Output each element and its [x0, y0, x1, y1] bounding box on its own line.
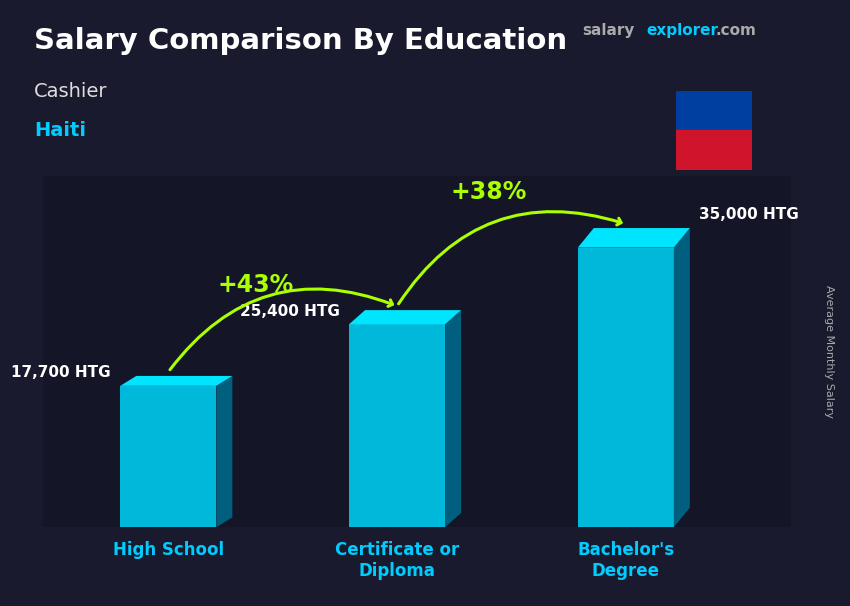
Text: 25,400 HTG: 25,400 HTG: [240, 304, 340, 319]
Text: +38%: +38%: [450, 180, 527, 204]
Bar: [676, 130, 752, 170]
Text: Salary Comparison By Education: Salary Comparison By Education: [34, 27, 567, 55]
Polygon shape: [674, 228, 690, 527]
Text: salary: salary: [582, 23, 635, 38]
Polygon shape: [217, 376, 232, 527]
Text: explorer: explorer: [646, 23, 718, 38]
Text: +43%: +43%: [217, 273, 293, 296]
Polygon shape: [578, 228, 690, 248]
Text: Cashier: Cashier: [34, 82, 107, 101]
Text: 17,700 HTG: 17,700 HTG: [12, 365, 111, 380]
Bar: [578, 248, 674, 527]
Bar: [349, 324, 445, 527]
Polygon shape: [349, 310, 461, 324]
Bar: [120, 386, 217, 527]
Polygon shape: [445, 310, 461, 527]
Bar: [676, 91, 752, 130]
Text: .com: .com: [716, 23, 756, 38]
Text: Average Monthly Salary: Average Monthly Salary: [824, 285, 834, 418]
Text: 35,000 HTG: 35,000 HTG: [699, 207, 799, 222]
Polygon shape: [120, 376, 232, 386]
Text: Haiti: Haiti: [34, 121, 86, 140]
